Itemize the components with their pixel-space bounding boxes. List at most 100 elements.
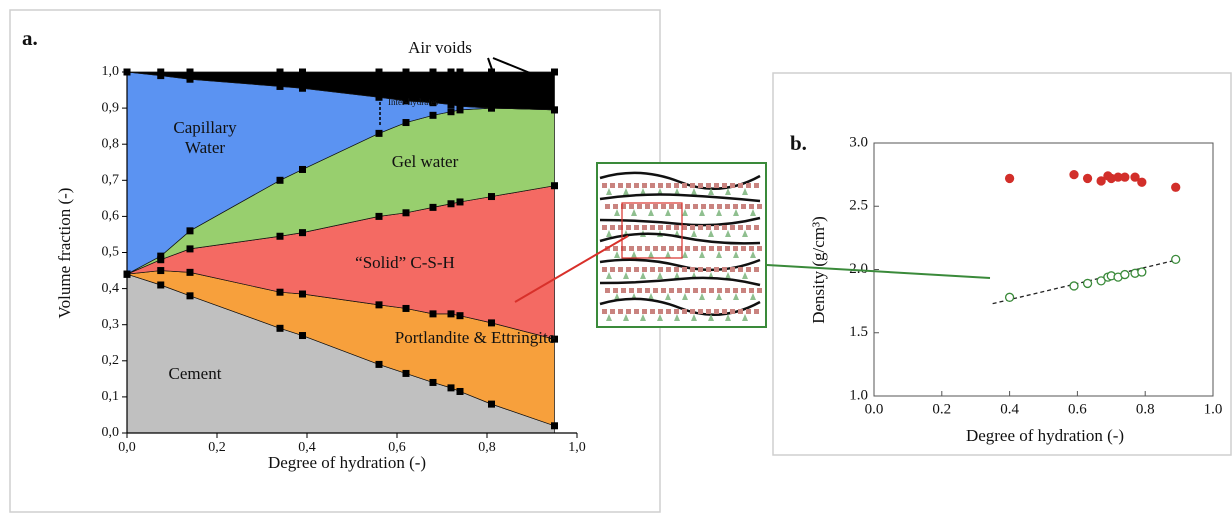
particle xyxy=(634,183,639,188)
y-tick-label: 0,1 xyxy=(102,389,120,404)
particle xyxy=(669,204,674,209)
particle xyxy=(754,309,759,314)
x-tick-label: 0,8 xyxy=(478,440,496,455)
hydrate xyxy=(716,251,722,258)
data-point xyxy=(375,93,383,101)
particle xyxy=(637,288,642,293)
hydrate xyxy=(716,293,722,300)
y-tick-label: 0,3 xyxy=(102,317,120,332)
particle xyxy=(693,288,698,293)
particle xyxy=(757,246,762,251)
data-point xyxy=(1171,254,1181,265)
x-tick-label: 0,2 xyxy=(208,440,226,455)
particle xyxy=(658,309,663,314)
y-axis-label: Density (g/cm³) xyxy=(809,216,828,324)
y-tick-label: 2.0 xyxy=(849,261,868,277)
hydrate xyxy=(742,230,748,237)
hydrate xyxy=(708,230,714,237)
data-point xyxy=(276,232,284,240)
particle xyxy=(685,204,690,209)
data-point xyxy=(488,68,495,76)
particle xyxy=(666,225,671,230)
x-axis-label: Degree of hydration (-) xyxy=(268,453,426,472)
particle xyxy=(722,267,727,272)
plot-area xyxy=(123,68,558,434)
particle xyxy=(709,288,714,293)
data-point xyxy=(402,369,410,377)
particle xyxy=(749,204,754,209)
hydrate xyxy=(733,293,739,300)
particle xyxy=(698,225,703,230)
particle xyxy=(669,246,674,251)
particle xyxy=(682,309,687,314)
hydrate xyxy=(691,314,697,321)
data-point xyxy=(1004,292,1015,302)
particle xyxy=(626,309,631,314)
particle xyxy=(730,225,735,230)
hydrate xyxy=(682,293,688,300)
leader-line xyxy=(492,57,531,74)
particle xyxy=(621,204,626,209)
particle xyxy=(757,288,762,293)
y-axis-label: Volume fraction (-) xyxy=(55,188,74,319)
annotation: Inter-hydrates xyxy=(388,97,439,107)
particle xyxy=(730,183,735,188)
sheet xyxy=(599,193,761,203)
particle xyxy=(626,183,631,188)
leader-line xyxy=(487,57,496,79)
particle xyxy=(682,183,687,188)
particle xyxy=(613,246,618,251)
x-axis-label: Degree of hydration (-) xyxy=(966,426,1124,445)
hydrate xyxy=(640,272,646,279)
data-point xyxy=(186,268,194,276)
data-point xyxy=(276,176,284,184)
hydrate xyxy=(750,293,756,300)
series-label: “Solid” C-S-H xyxy=(355,253,455,272)
data-point xyxy=(551,106,558,114)
particle xyxy=(698,267,703,272)
hydrate xyxy=(674,314,680,321)
particle xyxy=(629,246,634,251)
y-tick-label: 1.5 xyxy=(849,324,868,340)
x-tick-label: 0,0 xyxy=(118,440,136,455)
hydrate xyxy=(657,188,663,195)
particle xyxy=(701,204,706,209)
y-tick-label: 0,0 xyxy=(102,425,120,440)
hydrate xyxy=(725,230,731,237)
particle xyxy=(677,246,682,251)
particle xyxy=(685,246,690,251)
particle xyxy=(642,183,647,188)
hydrate xyxy=(606,272,612,279)
hydrate xyxy=(699,251,705,258)
particle xyxy=(613,204,618,209)
hydrate xyxy=(682,251,688,258)
data-point xyxy=(551,182,558,190)
particle xyxy=(613,288,618,293)
x-tick-label: 0,6 xyxy=(388,440,406,455)
zoom-box xyxy=(621,202,683,259)
data-point xyxy=(488,104,495,112)
particle xyxy=(706,267,711,272)
data-point xyxy=(456,106,464,114)
data-point xyxy=(186,292,194,300)
particle xyxy=(698,309,703,314)
data-point xyxy=(186,245,194,253)
particle xyxy=(610,267,615,272)
particle xyxy=(714,225,719,230)
x-tick-label: 0.8 xyxy=(1136,401,1155,417)
data-point xyxy=(375,212,383,220)
particle xyxy=(754,267,759,272)
particle xyxy=(738,183,743,188)
data-point xyxy=(1082,278,1093,289)
data-point xyxy=(429,378,437,386)
data-point xyxy=(299,290,306,298)
series-label: Cement xyxy=(168,364,222,383)
hydrate xyxy=(640,188,646,195)
y-tick-label: 0,4 xyxy=(102,281,120,296)
x-tick-label: 1,0 xyxy=(568,440,586,455)
data-point xyxy=(402,119,410,127)
particle xyxy=(661,246,666,251)
data-point xyxy=(429,111,437,119)
data-point xyxy=(447,108,455,116)
